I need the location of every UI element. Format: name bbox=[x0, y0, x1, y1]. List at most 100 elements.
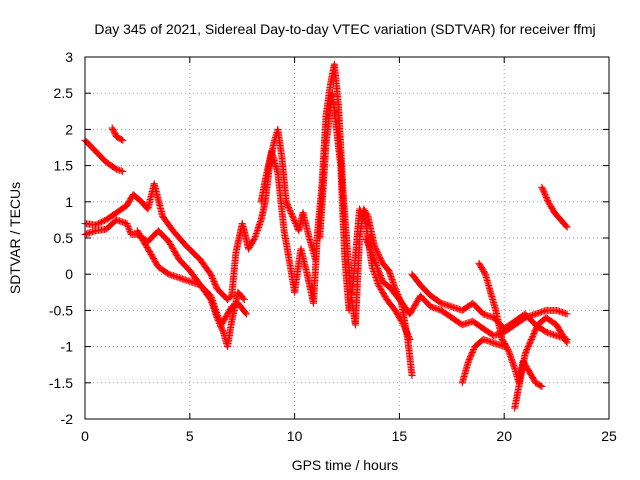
data-point bbox=[403, 328, 411, 336]
data-point bbox=[361, 218, 369, 226]
y-tick-label: 0.5 bbox=[54, 230, 74, 246]
data-point bbox=[287, 209, 295, 217]
data-point bbox=[394, 311, 402, 319]
data-point bbox=[522, 347, 530, 355]
data-point bbox=[481, 311, 489, 318]
data-point bbox=[527, 337, 535, 345]
data-point bbox=[119, 167, 127, 175]
series-track-c bbox=[81, 180, 252, 303]
data-point bbox=[531, 327, 539, 335]
data-point bbox=[374, 281, 382, 289]
x-tick-label: 25 bbox=[601, 428, 617, 444]
data-point bbox=[468, 350, 476, 358]
data-point bbox=[207, 272, 215, 280]
data-point bbox=[433, 305, 441, 313]
data-point bbox=[210, 277, 218, 285]
data-point bbox=[470, 346, 478, 353]
data-point bbox=[406, 335, 414, 343]
x-tick-label: 0 bbox=[81, 428, 89, 444]
data-point bbox=[556, 307, 564, 315]
data-point bbox=[563, 339, 571, 347]
data-point bbox=[288, 211, 296, 219]
data-point bbox=[397, 317, 405, 324]
data-point bbox=[540, 188, 548, 196]
data-point bbox=[445, 302, 453, 310]
data-point bbox=[542, 194, 550, 201]
data-point bbox=[376, 272, 384, 280]
data-point bbox=[537, 382, 545, 390]
data-point bbox=[528, 334, 536, 342]
data-point bbox=[375, 267, 383, 275]
data-point bbox=[402, 325, 409, 333]
data-point bbox=[540, 189, 548, 197]
data-point bbox=[239, 294, 247, 302]
data-point bbox=[110, 128, 118, 136]
x-tick-label: 15 bbox=[392, 428, 408, 444]
data-point bbox=[98, 218, 105, 226]
data-point bbox=[364, 240, 372, 248]
data-point bbox=[467, 351, 475, 359]
data-point bbox=[359, 212, 367, 220]
data-point bbox=[358, 209, 365, 217]
y-tick-label: 2.5 bbox=[54, 85, 74, 101]
data-point bbox=[538, 183, 546, 191]
data-point bbox=[531, 328, 539, 336]
data-point bbox=[393, 309, 401, 317]
data-point bbox=[93, 220, 101, 228]
data-point bbox=[522, 348, 530, 356]
data-point bbox=[468, 348, 476, 356]
x-tick-label: 20 bbox=[496, 428, 512, 444]
data-point bbox=[115, 217, 123, 225]
data-point bbox=[529, 311, 537, 319]
series-track-g bbox=[257, 147, 326, 307]
data-point bbox=[209, 275, 217, 282]
data-point bbox=[562, 338, 570, 346]
data-point bbox=[124, 221, 131, 229]
y-tick-label: -1 bbox=[61, 339, 74, 355]
data-point bbox=[395, 314, 403, 322]
data-point bbox=[553, 332, 561, 340]
data-point bbox=[538, 308, 546, 316]
data-point bbox=[521, 350, 529, 358]
grid bbox=[85, 57, 609, 419]
data-point bbox=[404, 331, 412, 339]
data-point bbox=[252, 230, 260, 237]
y-tick-label: 1.5 bbox=[54, 158, 74, 174]
y-tick-label: 2 bbox=[65, 121, 73, 137]
data-point bbox=[481, 269, 488, 277]
data-point bbox=[526, 338, 534, 346]
data-point bbox=[385, 268, 393, 276]
data-point bbox=[367, 247, 375, 255]
data-point bbox=[542, 192, 550, 200]
data-point bbox=[541, 191, 549, 199]
data-point bbox=[360, 215, 368, 223]
data-point bbox=[289, 212, 296, 220]
data-point bbox=[242, 310, 250, 318]
data-point bbox=[211, 279, 218, 287]
data-point bbox=[530, 330, 538, 338]
data-point bbox=[379, 288, 387, 296]
data-point bbox=[381, 293, 389, 301]
data-point bbox=[532, 325, 540, 333]
data-point bbox=[465, 357, 473, 365]
data-point bbox=[388, 274, 395, 282]
axis-ticks: 0 5 10 15 20 25 -2 -1.5 -1 -0.5 0 0.5 1 1.5 2 2.5 3 bbox=[49, 49, 617, 444]
data-point bbox=[374, 249, 382, 257]
data-point bbox=[291, 218, 299, 226]
data-point bbox=[408, 372, 416, 380]
series-track-o bbox=[538, 183, 571, 231]
data-point bbox=[359, 214, 367, 222]
data-point bbox=[496, 341, 504, 349]
data-point bbox=[124, 223, 132, 231]
data-point bbox=[527, 335, 535, 343]
data-point bbox=[250, 235, 258, 243]
data-point bbox=[214, 313, 222, 321]
series-track-b bbox=[108, 124, 127, 144]
data-point bbox=[524, 343, 532, 351]
data-point bbox=[380, 291, 388, 299]
data-point bbox=[289, 214, 297, 222]
data-point bbox=[401, 324, 409, 332]
data-points bbox=[81, 60, 571, 412]
data-point bbox=[214, 312, 222, 320]
